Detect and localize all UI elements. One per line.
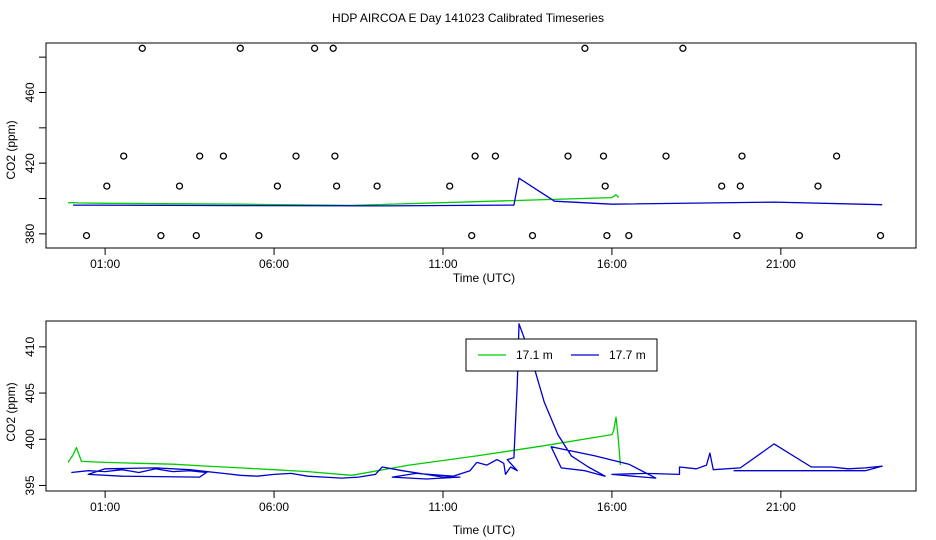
scatter-point — [175, 182, 184, 190]
panel-top: 01:00 06:00 11:00 16:00 21:00 380 420 460 Time… — [4, 42, 917, 285]
y-tick-label: 405 — [23, 383, 37, 403]
legend-label-17-1m: 17.1 m — [516, 348, 553, 362]
x-tick-label: 11:00 — [428, 500, 457, 514]
scatter-point — [331, 152, 339, 160]
x-tick-label: 16:00 — [597, 500, 627, 514]
x-tick-label: 01:00 — [90, 257, 120, 271]
scatter-point — [814, 182, 822, 190]
scatter-point — [157, 231, 165, 240]
series-line-17-1m — [67, 194, 620, 207]
panel-bottom-frame — [45, 320, 917, 492]
y-tick-label: 395 — [23, 475, 37, 495]
y-tick-label: 400 — [23, 429, 37, 449]
scatter-point — [718, 182, 726, 190]
scatter-point — [236, 44, 244, 52]
panel-bottom-x-label: Time (UTC) — [453, 523, 515, 537]
panel-top-series — [67, 177, 883, 207]
x-tick-label: 06:00 — [259, 500, 289, 514]
x-tick-label: 06:00 — [259, 257, 289, 271]
x-tick-label: 21:00 — [766, 500, 796, 514]
legend-label-17-7m: 17.7 m — [609, 348, 646, 362]
chart-title: HDP AIRCOA E Day 141023 Calibrated Times… — [332, 11, 604, 25]
scatter-point — [564, 152, 572, 160]
scatter-point — [832, 152, 841, 160]
panel-top-frame — [45, 42, 917, 249]
scatter-point — [332, 182, 341, 190]
x-tick-label: 01:00 — [90, 500, 120, 514]
scatter-point — [876, 231, 885, 240]
scatter-point — [736, 182, 744, 190]
scatter-point — [468, 231, 476, 240]
scatter-point — [120, 152, 128, 160]
scatter-point — [103, 182, 111, 190]
scatter-point — [255, 231, 263, 240]
x-tick-label: 21:00 — [766, 257, 796, 271]
x-tick-label: 16:00 — [597, 257, 627, 271]
y-tick-label: 460 — [23, 82, 37, 102]
panel-top-points — [82, 44, 885, 240]
panel-bottom-series — [67, 323, 883, 480]
panel-bottom-y-label: CO2 (ppm) — [4, 382, 18, 441]
scatter-point — [138, 44, 146, 52]
scatter-point — [601, 182, 609, 190]
scatter-point — [219, 152, 228, 160]
scatter-point — [310, 44, 319, 52]
panel-bottom-x-axis: 01:00 06:00 11:00 16:00 21:00 — [90, 491, 796, 514]
scatter-point — [599, 152, 608, 160]
scatter-point — [192, 231, 200, 240]
scatter-point — [528, 231, 537, 240]
scatter-point — [446, 182, 454, 190]
series-line-17-7m — [72, 177, 883, 207]
y-tick-label: 420 — [23, 153, 37, 173]
legend: 17.1 m 17.7 m — [465, 338, 658, 372]
series-line-17-1m — [67, 416, 622, 476]
panel-top-x-axis: 01:00 06:00 11:00 16:00 21:00 — [90, 248, 796, 271]
scatter-point — [795, 231, 804, 240]
scatter-point — [738, 152, 746, 160]
scatter-point — [491, 152, 500, 160]
scatter-point — [733, 231, 741, 240]
scatter-point — [329, 44, 337, 52]
scatter-point — [662, 152, 670, 160]
scatter-point — [471, 152, 479, 160]
x-tick-label: 11:00 — [428, 257, 457, 271]
scatter-point — [273, 182, 282, 190]
scatter-point — [679, 44, 687, 52]
panel-top-x-label: Time (UTC) — [453, 271, 515, 285]
scatter-point — [581, 44, 589, 52]
scatter-point — [292, 152, 300, 160]
scatter-point — [82, 231, 91, 240]
y-tick-label: 410 — [23, 337, 37, 357]
scatter-point — [603, 231, 611, 240]
panel-top-y-label: CO2 (ppm) — [4, 120, 18, 179]
scatter-point — [625, 231, 633, 240]
panel-bottom-y-axis: 395 400 405 410 — [23, 337, 46, 495]
scatter-point — [373, 182, 381, 190]
series-line-17-7m — [71, 323, 883, 480]
y-tick-label: 380 — [23, 224, 37, 244]
panel-top-y-axis: 380 420 460 — [23, 56, 46, 244]
scatter-point — [196, 152, 204, 160]
panel-bottom: 01:00 06:00 11:00 16:00 21:00 395 400 405 410 T… — [4, 320, 917, 537]
